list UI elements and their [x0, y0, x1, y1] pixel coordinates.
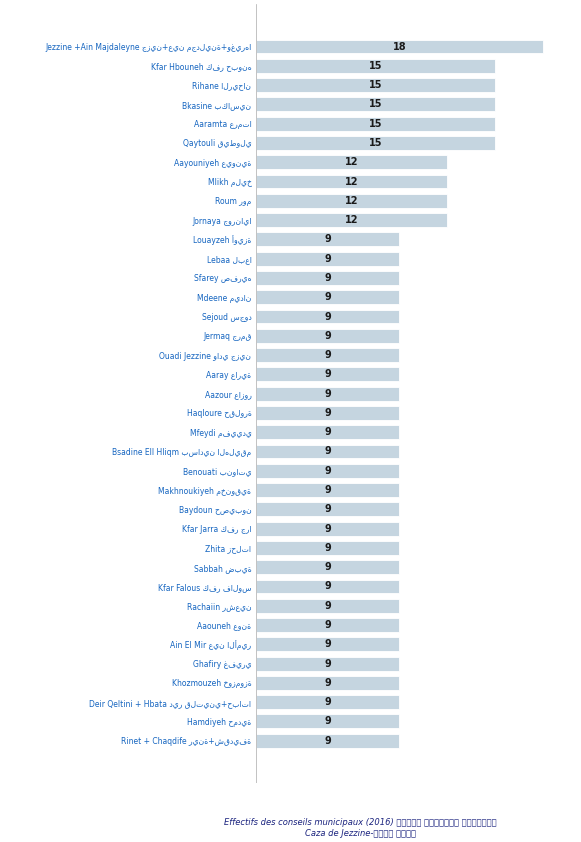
Text: 9: 9 [324, 312, 331, 322]
Text: 15: 15 [369, 119, 382, 129]
Text: 9: 9 [324, 292, 331, 302]
Bar [256, 117, 495, 131]
Text: 9: 9 [324, 331, 331, 341]
Text: 12: 12 [345, 157, 358, 168]
Text: 9: 9 [324, 408, 331, 418]
Text: 9: 9 [324, 504, 331, 514]
Bar [256, 271, 400, 285]
Bar [256, 310, 400, 323]
Bar [256, 464, 400, 477]
Text: 9: 9 [324, 253, 331, 264]
Bar [256, 676, 400, 690]
Bar [256, 194, 447, 208]
Bar [256, 695, 400, 709]
Text: 9: 9 [324, 600, 331, 610]
Bar [256, 541, 400, 555]
Bar [256, 98, 495, 111]
Text: Effectifs des conseils municipaux (2016) مقاعد المجالس البلدية
Caza de Jezzine-ق: Effectifs des conseils municipaux (2016)… [224, 818, 497, 838]
Bar [256, 329, 400, 343]
Text: 15: 15 [369, 138, 382, 148]
Bar [256, 78, 495, 92]
Bar [256, 503, 400, 516]
Bar [256, 406, 400, 420]
Bar [256, 715, 400, 728]
Bar [256, 232, 400, 247]
Text: 9: 9 [324, 620, 331, 630]
Bar [256, 483, 400, 497]
Text: 9: 9 [324, 639, 331, 649]
Bar [256, 155, 447, 169]
Bar [256, 733, 400, 748]
Text: 9: 9 [324, 350, 331, 360]
Bar [256, 213, 447, 227]
Text: 9: 9 [324, 736, 331, 746]
Bar [256, 425, 400, 440]
Text: 12: 12 [345, 196, 358, 205]
Text: 9: 9 [324, 658, 331, 669]
Bar [256, 348, 400, 362]
Text: 9: 9 [324, 524, 331, 534]
Text: 9: 9 [324, 543, 331, 553]
Text: 9: 9 [324, 427, 331, 437]
Bar [256, 618, 400, 632]
Bar [256, 367, 400, 381]
Text: 9: 9 [324, 697, 331, 707]
Bar [256, 599, 400, 613]
Bar [256, 40, 543, 54]
Text: 15: 15 [369, 80, 382, 90]
Text: 9: 9 [324, 446, 331, 456]
Bar [256, 445, 400, 458]
Bar [256, 59, 495, 72]
Text: 9: 9 [324, 370, 331, 380]
Bar [256, 579, 400, 594]
Text: 9: 9 [324, 389, 331, 398]
Bar [256, 386, 400, 401]
Text: 9: 9 [324, 485, 331, 495]
Text: 9: 9 [324, 234, 331, 244]
Bar [256, 657, 400, 670]
Text: 15: 15 [369, 99, 382, 109]
Text: 9: 9 [324, 678, 331, 688]
Bar [256, 174, 447, 189]
Text: 15: 15 [369, 61, 382, 71]
Bar [256, 522, 400, 536]
Text: 12: 12 [345, 177, 358, 187]
Text: 9: 9 [324, 582, 331, 591]
Text: 12: 12 [345, 215, 358, 225]
Bar [256, 290, 400, 304]
Bar [256, 637, 400, 651]
Text: 9: 9 [324, 717, 331, 727]
Text: 9: 9 [324, 466, 331, 476]
Bar [256, 560, 400, 574]
Text: 9: 9 [324, 562, 331, 573]
Text: 18: 18 [393, 41, 406, 51]
Bar [256, 136, 495, 150]
Text: 9: 9 [324, 273, 331, 283]
Bar [256, 252, 400, 265]
